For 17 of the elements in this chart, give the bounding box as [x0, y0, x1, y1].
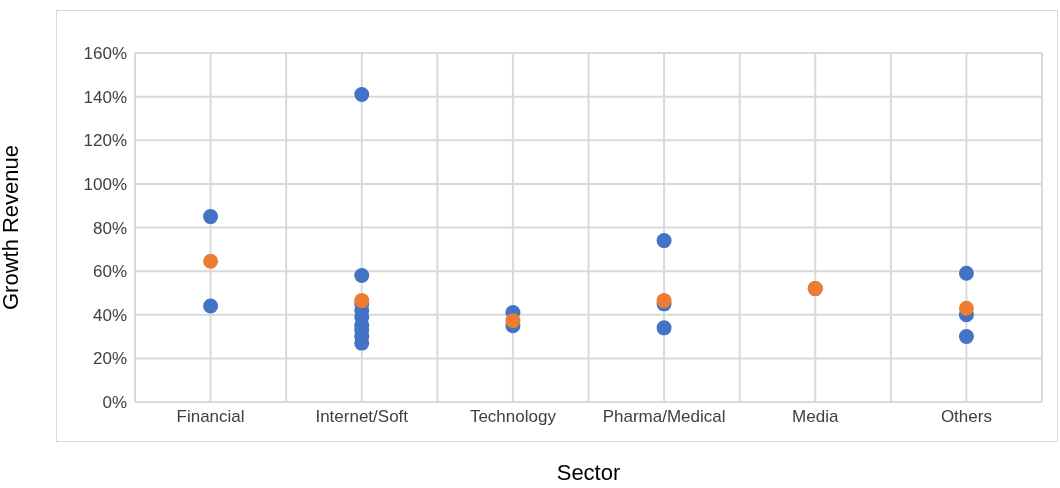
y-tick-label: 20% [92, 349, 127, 369]
x-tick-label: Technology [469, 407, 557, 427]
x-tick-label: Financial [176, 407, 245, 427]
x-tick-label: Others [940, 407, 992, 427]
y-axis-title: Growth Revenue [0, 144, 23, 311]
y-tick-label: 60% [92, 262, 127, 282]
x-tick-label: Pharma/Medical [602, 407, 726, 427]
x-axis-title: Sector [556, 460, 621, 485]
y-tick-label: 40% [92, 305, 127, 325]
y-tick-label: 140% [83, 87, 127, 107]
y-tick-label: 80% [92, 218, 127, 238]
x-tick-label: Media [792, 407, 839, 427]
y-tick-label: 120% [83, 131, 127, 151]
x-tick-label: Internet/Soft [315, 407, 409, 427]
y-tick-label: 160% [83, 44, 127, 64]
y-tick-label: 100% [83, 174, 127, 194]
y-tick-label: 0% [102, 393, 127, 413]
